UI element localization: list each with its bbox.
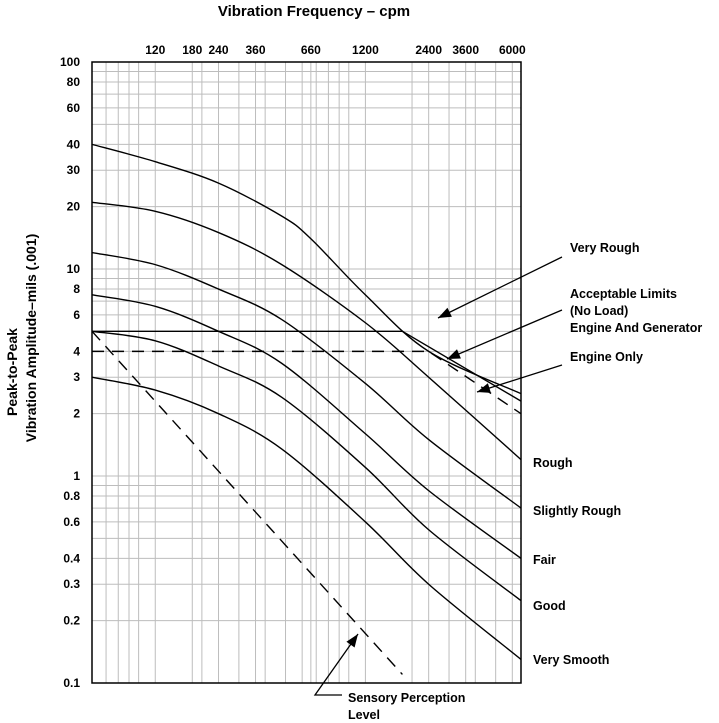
y-tick-label: 0.8 — [63, 489, 80, 503]
y-tick-label: 0.6 — [63, 515, 80, 529]
label-rough: Rough — [533, 456, 573, 470]
x-tick-label: 1200 — [352, 43, 379, 57]
y-tick-label: 0.2 — [63, 614, 80, 628]
series-line-engine-only — [92, 350, 522, 415]
annotation-very-rough: Very Rough — [570, 241, 639, 255]
arrow-acceptable-limits-head — [447, 349, 461, 359]
arrow-sensory-perception-head — [346, 634, 358, 648]
label-slightly-rough: Slightly Rough — [533, 504, 621, 518]
annotation-sensory-perception: Sensory Perception — [348, 691, 465, 705]
annotation-engine-and-generator: Engine And Generator — [570, 321, 702, 335]
y-axis-label-line1: Peak-to-Peak — [4, 328, 20, 416]
y-tick-label: 1 — [73, 469, 80, 483]
y-tick-label: 4 — [73, 344, 80, 358]
label-good: Good — [533, 599, 566, 613]
series-line-fair — [91, 294, 522, 559]
arrow-sensory-perception — [313, 633, 359, 696]
annotation-acceptable-limits: Acceptable Limits — [570, 287, 677, 301]
y-tick-label: 0.1 — [63, 676, 80, 690]
x-tick-label: 360 — [246, 43, 266, 57]
y-tick-label: 3 — [73, 370, 80, 384]
series-line-rough — [91, 201, 522, 461]
series-line-acceptable-limits-no-load-engine-and-generator — [92, 330, 522, 402]
tick-labels: 120 180 240 360 660 1200 2400 3600 6000100806040… — [60, 43, 526, 690]
arrow-engine-only — [476, 364, 563, 393]
y-tick-label: 60 — [67, 101, 81, 115]
arrow-engine-only-head — [477, 383, 491, 393]
y-tick-label: 30 — [67, 163, 81, 177]
x-tick-label: 6000 — [499, 43, 526, 57]
y-tick-label: 0.4 — [63, 551, 80, 565]
y-axis-label-line2: Vibration Amplitude–mils (.001) — [23, 234, 39, 443]
annotation-arrows — [313, 256, 563, 696]
annotation-no-load: (No Load) — [570, 304, 628, 318]
series-line-good — [91, 330, 522, 602]
y-tick-label: 0.3 — [63, 577, 80, 591]
series-line-very-smooth — [91, 376, 522, 660]
y-tick-label: 20 — [67, 200, 81, 214]
arrow-acceptable-limits — [446, 309, 563, 360]
y-tick-label: 10 — [67, 262, 81, 276]
y-tick-label: 40 — [67, 137, 81, 151]
annotation-level: Level — [348, 708, 380, 722]
y-tick-label: 80 — [67, 75, 81, 89]
label-very-smooth: Very Smooth — [533, 653, 609, 667]
series-line-very-rough — [91, 143, 522, 395]
arrow-very-rough-head — [438, 307, 452, 318]
grid-lines — [92, 62, 521, 683]
x-tick-label: 660 — [301, 43, 321, 57]
x-tick-label: 120 — [145, 43, 165, 57]
x-tick-label: 180 — [182, 43, 202, 57]
x-tick-label: 3600 — [452, 43, 479, 57]
y-tick-label: 6 — [73, 308, 80, 322]
arrow-very-rough — [437, 256, 563, 319]
x-tick-label: 240 — [209, 43, 229, 57]
label-fair: Fair — [533, 553, 556, 567]
annotation-engine-only: Engine Only — [570, 350, 643, 364]
y-tick-label: 100 — [60, 55, 80, 69]
series-lines — [91, 143, 522, 675]
y-tick-label: 8 — [73, 282, 80, 296]
series-line-slightly-rough — [91, 251, 522, 509]
series-line-sensory-perception-level — [91, 330, 403, 675]
chart-title: Vibration Frequency – cpm — [218, 3, 410, 20]
plot-frame — [91, 61, 522, 684]
y-tick-label: 2 — [73, 407, 80, 421]
x-tick-label: 2400 — [415, 43, 442, 57]
